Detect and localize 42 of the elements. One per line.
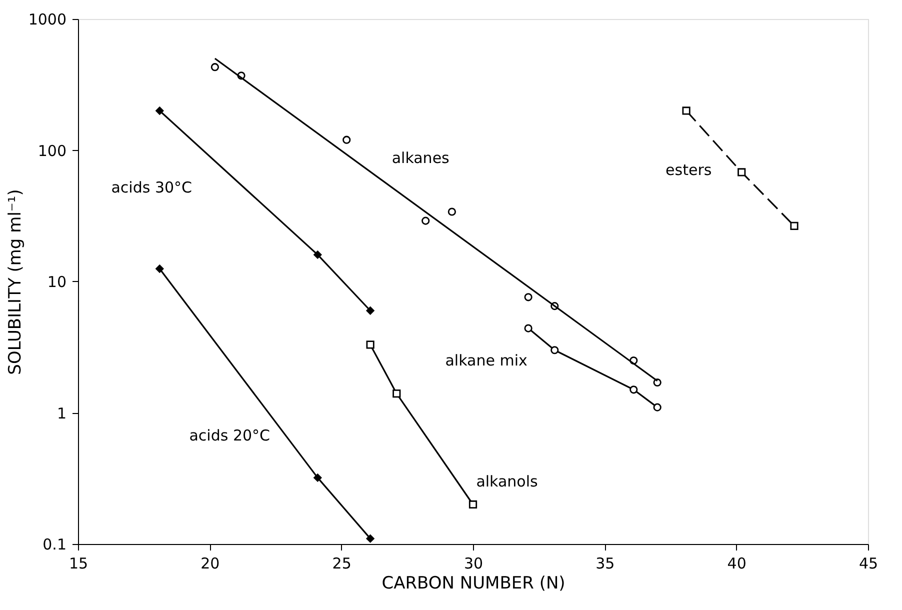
- y-tick-label: 1: [56, 404, 66, 422]
- point: [314, 250, 322, 259]
- point: [448, 208, 456, 216]
- series-label: alkanols: [476, 472, 538, 490]
- point: [682, 106, 690, 115]
- point: [210, 63, 219, 72]
- point: [653, 403, 662, 412]
- series-label: acids 20°C: [189, 426, 270, 445]
- point: [366, 340, 374, 349]
- x-tick-label: 45: [858, 554, 878, 572]
- x-axis-title: CARBON NUMBER (N): [382, 574, 566, 594]
- y-tick-label: 10: [47, 273, 66, 291]
- point: [524, 324, 532, 332]
- x-tick-label: 15: [68, 554, 88, 572]
- point: [314, 474, 322, 482]
- y-tick-label: 1000: [28, 10, 66, 28]
- point: [790, 222, 798, 230]
- point: [738, 168, 746, 176]
- y-axis-title: SOLUBILITY (mg ml⁻¹): [5, 189, 26, 375]
- point: [366, 306, 374, 315]
- point: [468, 500, 478, 509]
- point: [422, 216, 430, 225]
- point: [630, 386, 638, 394]
- y-tick-label: 0.1: [42, 536, 66, 554]
- point: [524, 293, 532, 302]
- series-label: acids 30°C: [111, 178, 192, 197]
- point: [342, 136, 351, 144]
- point: [653, 378, 662, 387]
- point: [366, 534, 374, 543]
- point: [156, 264, 164, 273]
- x-tick-label: 20: [200, 554, 220, 572]
- point: [392, 390, 401, 398]
- x-tick-label: 30: [464, 554, 484, 572]
- x-tick-label: 35: [596, 554, 615, 572]
- y-tick-label: 100: [38, 142, 66, 160]
- series-label: alkane mix: [445, 351, 528, 370]
- point: [156, 106, 164, 115]
- x-tick-label: 25: [332, 554, 352, 572]
- text: alkanes: [392, 148, 450, 167]
- point: [550, 346, 559, 354]
- x-tick-label: 40: [727, 554, 746, 572]
- series-label: esters: [666, 161, 712, 180]
